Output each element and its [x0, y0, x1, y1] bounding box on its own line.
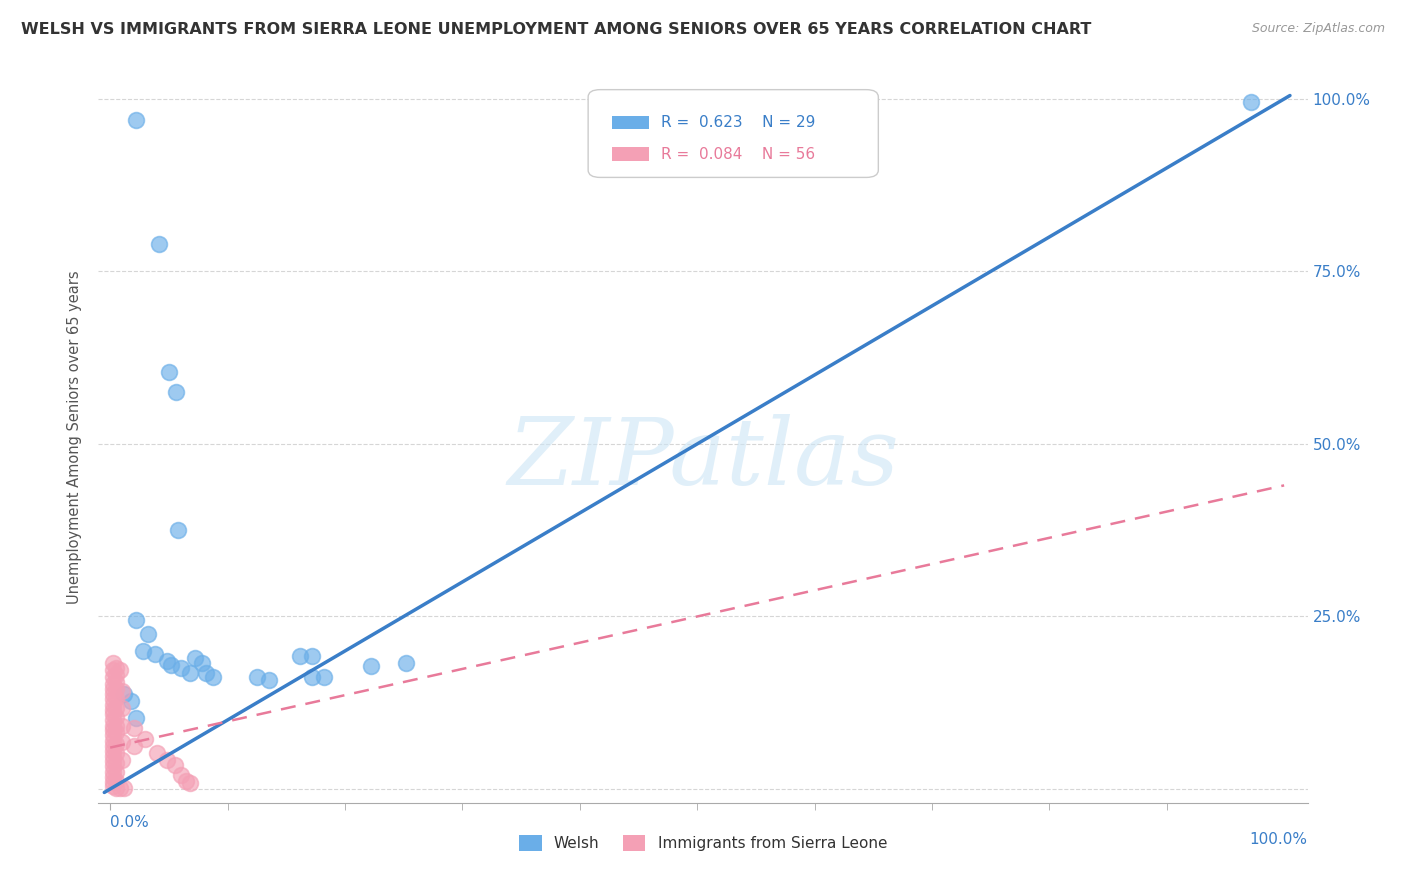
Point: [167, 523, 190, 537]
Point: [105, 661, 128, 675]
Point: [101, 733, 124, 747]
Point: [101, 748, 124, 763]
Point: [105, 700, 128, 714]
Point: [105, 756, 128, 770]
Point: [101, 759, 124, 773]
Point: [108, 780, 131, 795]
Point: [360, 659, 382, 673]
Point: [112, 687, 135, 701]
Point: [101, 713, 124, 727]
Point: [105, 764, 128, 779]
Point: [246, 669, 269, 683]
Point: [101, 728, 124, 742]
Point: [111, 753, 134, 767]
Point: [101, 770, 124, 784]
Point: [111, 735, 134, 749]
Point: [146, 746, 169, 760]
Point: [125, 711, 148, 725]
Point: [163, 757, 186, 772]
Point: [301, 648, 323, 663]
Point: [105, 746, 128, 760]
Point: [111, 718, 134, 732]
Point: [190, 657, 212, 671]
Point: [136, 626, 159, 640]
Point: [105, 780, 128, 795]
FancyBboxPatch shape: [613, 147, 648, 161]
Point: [125, 613, 148, 627]
Point: [195, 666, 218, 681]
Point: [105, 681, 128, 696]
Point: [101, 681, 124, 696]
Point: [179, 666, 201, 681]
Point: [143, 648, 166, 662]
Point: [183, 651, 205, 665]
Point: [101, 755, 124, 769]
Text: R =  0.623    N = 29: R = 0.623 N = 29: [661, 115, 815, 130]
Point: [155, 654, 177, 668]
Text: R =  0.084    N = 56: R = 0.084 N = 56: [661, 146, 815, 161]
Point: [122, 739, 145, 754]
Point: [101, 663, 124, 677]
Point: [179, 776, 201, 790]
Text: 100.0%: 100.0%: [1250, 832, 1308, 847]
Point: [312, 669, 335, 683]
Point: [111, 684, 134, 698]
Point: [101, 698, 124, 712]
Point: [122, 721, 145, 735]
Point: [169, 661, 191, 675]
Point: [125, 112, 148, 127]
Point: [165, 385, 187, 400]
Point: [101, 707, 124, 722]
Point: [301, 669, 323, 683]
Point: [101, 703, 124, 717]
Point: [290, 648, 312, 663]
FancyBboxPatch shape: [613, 116, 648, 129]
Point: [105, 737, 128, 751]
Point: [157, 365, 180, 379]
Point: [395, 656, 418, 670]
Point: [101, 744, 124, 758]
Point: [155, 753, 177, 767]
Point: [101, 775, 124, 789]
Point: [176, 773, 198, 788]
Point: [134, 732, 156, 747]
Point: [101, 718, 124, 732]
Point: [108, 663, 131, 677]
Point: [101, 687, 124, 701]
Point: [101, 739, 124, 754]
Text: Source: ZipAtlas.com: Source: ZipAtlas.com: [1251, 22, 1385, 36]
Point: [101, 779, 124, 793]
Point: [105, 690, 128, 705]
Point: [101, 764, 124, 779]
Point: [132, 644, 155, 658]
Point: [101, 692, 124, 706]
Point: [1240, 95, 1263, 110]
Point: [105, 718, 128, 732]
Point: [101, 670, 124, 684]
Point: [169, 768, 191, 782]
Point: [105, 709, 128, 723]
Point: [101, 677, 124, 691]
Point: [105, 773, 128, 788]
Point: [111, 700, 134, 714]
Text: ZIPatlas: ZIPatlas: [508, 414, 898, 504]
Point: [120, 694, 142, 708]
Point: [112, 780, 135, 795]
Point: [101, 657, 124, 671]
Point: [105, 668, 128, 682]
Point: [160, 657, 183, 672]
FancyBboxPatch shape: [588, 90, 879, 178]
Text: WELSH VS IMMIGRANTS FROM SIERRA LEONE UNEMPLOYMENT AMONG SENIORS OVER 65 YEARS C: WELSH VS IMMIGRANTS FROM SIERRA LEONE UN…: [21, 22, 1091, 37]
Legend: Welsh, Immigrants from Sierra Leone: Welsh, Immigrants from Sierra Leone: [513, 830, 893, 857]
Y-axis label: Unemployment Among Seniors over 65 years: Unemployment Among Seniors over 65 years: [67, 270, 83, 604]
Point: [257, 673, 280, 687]
Point: [202, 669, 225, 683]
Point: [105, 725, 128, 739]
Point: [101, 723, 124, 738]
Point: [105, 675, 128, 690]
Point: [148, 236, 170, 251]
